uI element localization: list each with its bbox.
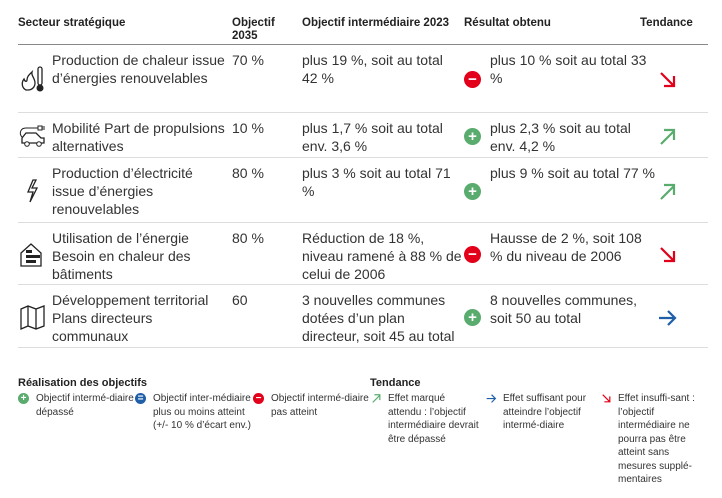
- legend-text: Objectif intermé-diaire dépassé: [36, 393, 134, 418]
- header-objective: Objectif 2035: [232, 17, 275, 42]
- objective-2035: 80 %: [232, 230, 264, 246]
- header-intermediate: Objectif intermédiaire 2023: [302, 17, 450, 29]
- trend-insufficient-icon: [656, 68, 678, 90]
- objective-2035: 80 %: [232, 165, 264, 181]
- intermediate-objective: plus 19 %, soit au total 42 %: [302, 52, 443, 86]
- intermediate-objective: 3 nouvelles communes dotées d’un plan di…: [302, 292, 455, 344]
- objective-2035: 10 %: [232, 120, 264, 136]
- table-row: Production de chaleur issue d’énergies r…: [18, 45, 708, 113]
- legend-text: Effet insuffi-sant : l’objectif interméd…: [618, 393, 695, 485]
- legend-text: Effet suffisant pour atteindre l’objecti…: [503, 393, 587, 431]
- status-exceeded-icon: +: [464, 127, 481, 145]
- intermediate-objective: Réduction de 18 %, niveau ramené à 88 % …: [302, 230, 462, 282]
- trend-sufficient-icon: [656, 306, 678, 328]
- status-approx-icon: =: [135, 393, 146, 404]
- result-obtained: plus 10 % soit au total 33 %: [490, 52, 647, 86]
- status-not-reached-icon: −: [253, 393, 264, 404]
- lightning-icon: [27, 178, 39, 202]
- header-sector: Secteur stratégique: [18, 17, 126, 29]
- table-row: Développement territorial Plans directeu…: [18, 285, 708, 348]
- legend-text: Objectif intermé-diaire pas atteint: [271, 393, 369, 418]
- result-obtained: plus 2,3 % soit au total env. 4,2 %: [490, 120, 631, 154]
- result-obtained: 8 nouvelles communes, soit 50 au total: [490, 292, 638, 326]
- status-exceeded-icon: +: [18, 393, 29, 404]
- objective-2035: 70 %: [232, 52, 264, 68]
- trend-insufficient-icon: [656, 243, 678, 265]
- status-not-reached-icon: −: [464, 246, 481, 263]
- trend-marked-icon: [656, 180, 678, 202]
- map-icon: [20, 304, 45, 330]
- header-result: Résultat obtenu: [464, 17, 551, 29]
- trend-insufficient-icon: [600, 392, 612, 409]
- header-trend: Tendance: [640, 17, 693, 29]
- trend-marked-icon: [370, 392, 382, 409]
- status-exceeded-icon: +: [464, 308, 481, 326]
- intermediate-objective: plus 3 % soit au total 71 %: [302, 165, 451, 199]
- sector-label: Production de chaleur issue d’énergies r…: [52, 52, 225, 86]
- table-row: Utilisation de l’énergie Besoin en chale…: [18, 223, 708, 285]
- legend-text: Effet marqué attendu : l’objectif interm…: [388, 393, 479, 445]
- sector-label: Production d’électricité issue d’énergie…: [52, 165, 193, 217]
- building-energy-icon: [20, 243, 42, 267]
- sector-label: Développement territorial Plans directeu…: [52, 292, 209, 344]
- result-obtained: Hausse de 2 %, soit 108 % du niveau de 2…: [490, 230, 642, 264]
- status-exceeded-icon: +: [464, 182, 481, 200]
- sector-label: Utilisation de l’énergie Besoin en chale…: [52, 230, 191, 282]
- objective-2035: 60: [232, 292, 248, 308]
- legend-text: Objectif inter-médiaire plus ou moins at…: [153, 393, 251, 431]
- intermediate-objective: plus 1,7 % soit au total env. 3,6 %: [302, 120, 443, 154]
- legend-trend-title: Tendance: [370, 377, 421, 389]
- fire-thermometer-icon: [21, 66, 44, 92]
- trend-marked-icon: [656, 125, 678, 147]
- legend-achievement-title: Réalisation des objectifs: [18, 377, 147, 389]
- header-divider: [18, 44, 708, 45]
- result-obtained: plus 9 % soit au total 77 %: [490, 165, 655, 181]
- status-not-reached-icon: −: [464, 71, 481, 88]
- sector-label: Mobilité Part de propulsions alternative…: [52, 120, 225, 154]
- table-row: Mobilité Part de propulsions alternative…: [18, 113, 708, 158]
- electric-car-icon: [19, 125, 45, 147]
- trend-sufficient-icon: [485, 392, 497, 409]
- table-row: Production d’électricité issue d’énergie…: [18, 158, 708, 223]
